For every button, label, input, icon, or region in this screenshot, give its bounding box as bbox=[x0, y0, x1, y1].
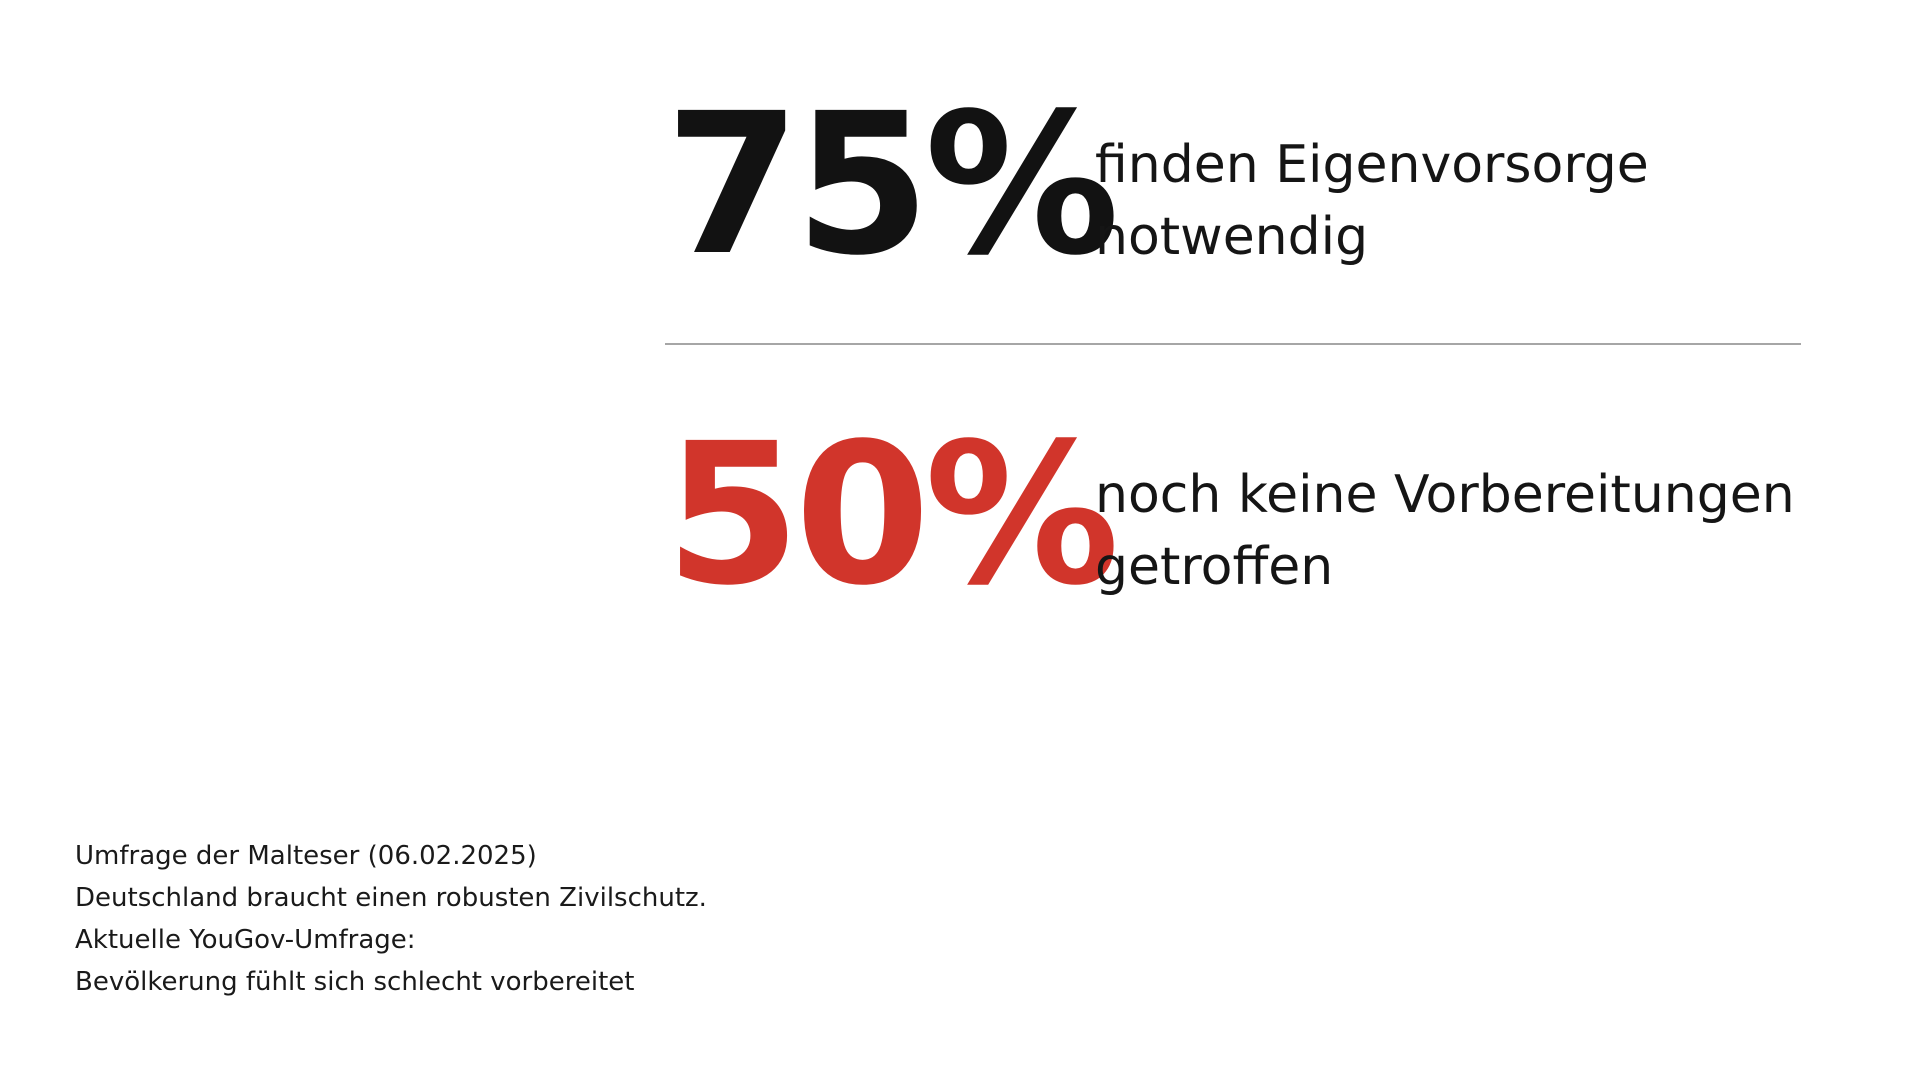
source-note: Umfrage der Malteser (06.02.2025) Deutsc… bbox=[75, 835, 707, 1003]
divider bbox=[665, 343, 1801, 345]
source-note-line: Bevölkerung fühlt sich schlecht vorberei… bbox=[75, 967, 635, 997]
stat-value: 75% bbox=[665, 71, 1120, 298]
stat-description-line: notwendig bbox=[1095, 207, 1369, 267]
source-note-line: Aktuelle YouGov-Umfrage: bbox=[75, 925, 416, 955]
stat-value: 50% bbox=[665, 401, 1120, 628]
stat-description-line: noch keine Vorbereitungen bbox=[1095, 465, 1795, 525]
stat-block-vorbereitungen: 50% noch keine Vorbereitungen getroffen bbox=[665, 415, 1825, 615]
stat-description: noch keine Vorbereitungen getroffen bbox=[1095, 459, 1795, 603]
stat-description-line: finden Eigenvorsorge bbox=[1095, 135, 1649, 195]
stat-description: finden Eigenvorsorge notwendig bbox=[1095, 129, 1649, 273]
source-note-line: Deutschland braucht einen robusten Zivil… bbox=[75, 883, 707, 913]
stat-description-line: getroffen bbox=[1095, 537, 1334, 597]
source-note-line: Umfrage der Malteser (06.02.2025) bbox=[75, 841, 537, 871]
stat-block-eigenvorsorge: 75% finden Eigenvorsorge notwendig bbox=[665, 85, 1825, 285]
